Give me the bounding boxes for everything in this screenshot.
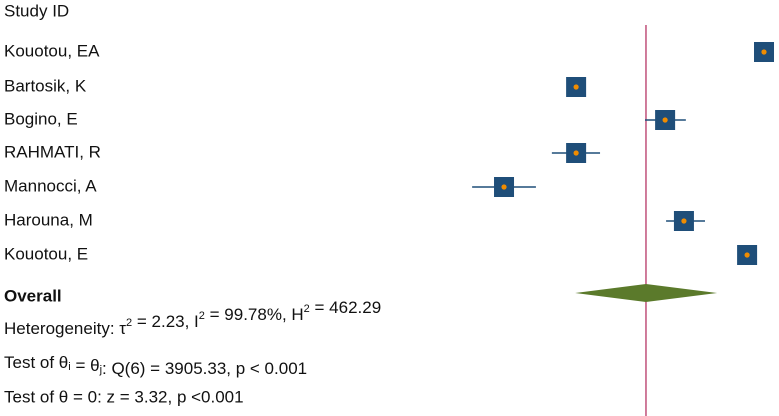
superscript: 2 <box>199 310 205 322</box>
text-part: : Q(6) = 3905.33, p < 0.001 <box>102 359 307 378</box>
study-name: Kouotou, E <box>4 244 88 263</box>
study-name: Kouotou, EA <box>4 41 100 60</box>
study-name: RAHMATI, R <box>4 142 101 161</box>
study-name: Mannocci, A <box>4 176 97 195</box>
overall-label: Overall <box>4 286 62 305</box>
test-zero-text: Test of θ = 0: z = 3.32, p <0.001 <box>4 387 244 406</box>
study-point <box>573 150 579 156</box>
study-point <box>681 218 687 224</box>
superscript: 2 <box>304 303 310 315</box>
column-header: Study ID <box>4 1 69 20</box>
study-point <box>761 49 767 55</box>
text-part: = θ <box>71 356 100 375</box>
overall-diamond <box>575 284 718 302</box>
study-name: Harouna, M <box>4 210 93 229</box>
subscript: i <box>68 361 70 373</box>
study-point <box>501 184 507 190</box>
text-part: Heterogeneity: τ <box>4 319 126 338</box>
text-part: = 2.23, I <box>132 312 199 331</box>
study-point <box>744 252 750 258</box>
heterogeneity-text: Heterogeneity: τ2 = 2.23, I2 = 99.78%, H… <box>4 298 381 338</box>
superscript: 2 <box>126 317 132 329</box>
text-part: = 99.78%, H <box>205 305 304 324</box>
study-name: Bogino, E <box>4 109 78 128</box>
text-part: Test of θ <box>4 353 68 372</box>
test-equal-text: Test of θi = θj: Q(6) = 3905.33, p < 0.0… <box>4 353 307 378</box>
study-point <box>662 117 668 123</box>
study-point <box>573 84 579 90</box>
text-part: = 462.29 <box>310 298 381 317</box>
study-name: Bartosik, K <box>4 76 87 95</box>
subscript: j <box>99 364 102 376</box>
